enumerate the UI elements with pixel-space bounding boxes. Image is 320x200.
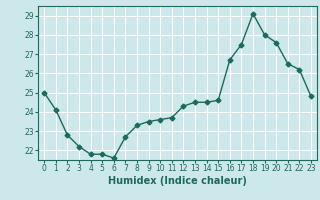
X-axis label: Humidex (Indice chaleur): Humidex (Indice chaleur): [108, 176, 247, 186]
